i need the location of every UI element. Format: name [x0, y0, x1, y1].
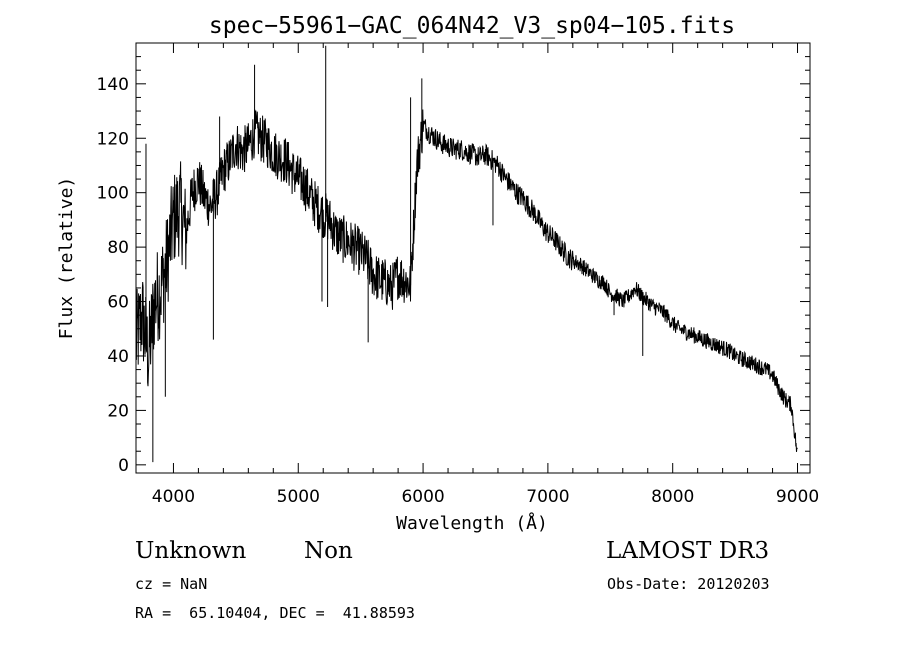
x-tick-label: 7000	[526, 487, 569, 507]
plot-frame	[135, 42, 811, 474]
object-class: Unknown	[135, 538, 247, 564]
y-axis: 0 20 40 60 80 100 120 140	[97, 56, 810, 476]
x-tick-label: 6000	[401, 487, 444, 507]
x-axis-label: Wavelength (Å)	[396, 512, 548, 534]
sky-coordinates: RA = 65.10404, DEC = 41.88593	[135, 604, 415, 622]
spectrum-line	[135, 109, 798, 452]
y-tick-label: 120	[97, 129, 129, 149]
x-tick-label: 4000	[152, 487, 195, 507]
y-tick-label: 60	[107, 293, 129, 313]
x-tick-label: 8000	[651, 487, 694, 507]
x-tick-label: 5000	[277, 487, 320, 507]
plot-data-group	[135, 45, 798, 463]
chart-title: spec−55961−GAC_064N42_V3_sp04−105.fits	[209, 13, 735, 39]
y-tick-label: 80	[107, 238, 129, 258]
object-subclass: Non	[304, 538, 353, 564]
y-tick-label: 40	[107, 347, 129, 367]
y-tick-label: 100	[97, 184, 129, 204]
survey-name: LAMOST DR3	[606, 538, 770, 564]
observation-date: Obs-Date: 20120203	[607, 575, 770, 593]
y-axis-label: Flux (relative)	[56, 177, 77, 340]
y-tick-label: 140	[97, 75, 129, 95]
y-tick-label: 20	[107, 401, 129, 421]
x-tick-label: 9000	[776, 487, 819, 507]
y-tick-label: 0	[118, 456, 129, 476]
x-axis: 4000 5000 6000 7000 8000 9000	[152, 43, 819, 507]
redshift-cz: cz = NaN	[135, 575, 208, 593]
